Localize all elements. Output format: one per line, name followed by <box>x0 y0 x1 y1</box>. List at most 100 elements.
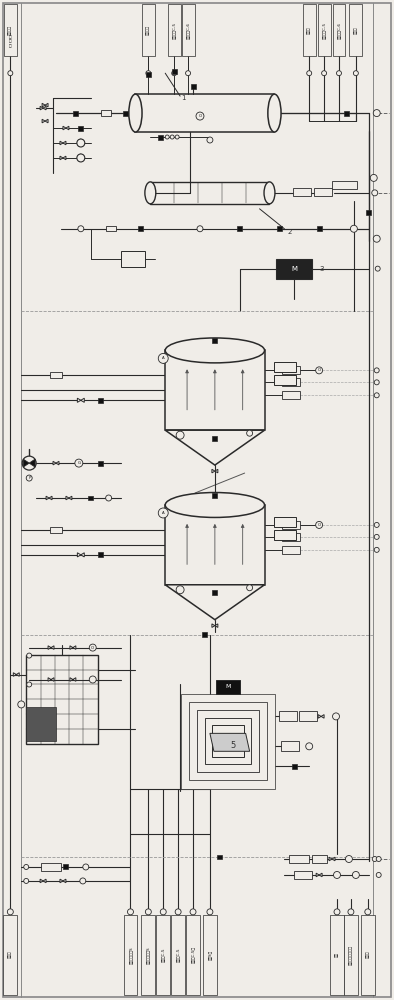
Circle shape <box>190 909 196 915</box>
Bar <box>165 350 264 430</box>
Text: A: A <box>162 511 165 515</box>
Bar <box>168 4 180 56</box>
Bar <box>366 210 371 215</box>
Polygon shape <box>318 715 321 718</box>
Polygon shape <box>63 126 66 130</box>
Bar <box>317 226 322 231</box>
Bar <box>138 226 143 231</box>
Bar <box>189 702 266 780</box>
Bar <box>4 915 17 995</box>
Circle shape <box>316 521 323 528</box>
Bar <box>344 111 349 116</box>
Circle shape <box>307 71 312 76</box>
Polygon shape <box>45 119 48 123</box>
Circle shape <box>352 871 359 878</box>
Polygon shape <box>63 141 66 145</box>
Bar <box>282 378 300 386</box>
Bar <box>277 259 312 279</box>
Bar <box>303 4 316 56</box>
Polygon shape <box>210 733 250 751</box>
Circle shape <box>77 154 85 162</box>
Bar <box>63 864 69 869</box>
Polygon shape <box>40 879 43 883</box>
Polygon shape <box>77 398 81 402</box>
Text: 冷
水
箱: 冷 水 箱 <box>9 35 11 48</box>
Polygon shape <box>212 469 215 473</box>
Polygon shape <box>60 141 63 145</box>
Polygon shape <box>40 106 43 110</box>
Bar <box>191 84 195 89</box>
Text: G: G <box>77 461 80 465</box>
Circle shape <box>89 676 96 683</box>
Text: 冷水箱: 冷水箱 <box>8 951 12 958</box>
Circle shape <box>350 225 357 232</box>
Circle shape <box>146 71 151 76</box>
Polygon shape <box>66 496 69 500</box>
Circle shape <box>89 644 96 651</box>
Circle shape <box>7 909 13 915</box>
Bar <box>349 4 362 56</box>
Text: P: P <box>28 476 30 480</box>
Circle shape <box>370 174 377 181</box>
Polygon shape <box>48 678 51 681</box>
Polygon shape <box>212 624 215 627</box>
Text: M: M <box>291 266 297 272</box>
Circle shape <box>80 878 86 884</box>
Bar <box>98 461 103 466</box>
Circle shape <box>372 190 378 196</box>
Polygon shape <box>69 496 72 500</box>
Polygon shape <box>45 103 48 107</box>
Polygon shape <box>70 678 73 681</box>
Text: 脂肪酸C-5: 脂肪酸C-5 <box>161 947 165 962</box>
Circle shape <box>374 547 379 552</box>
Polygon shape <box>165 430 264 465</box>
Bar <box>299 711 317 721</box>
Circle shape <box>165 135 169 139</box>
Circle shape <box>376 872 381 877</box>
Circle shape <box>374 534 379 539</box>
Bar <box>289 855 309 863</box>
Circle shape <box>334 871 340 878</box>
Bar <box>282 546 300 554</box>
Bar <box>98 552 103 557</box>
Text: 3: 3 <box>320 266 324 272</box>
Circle shape <box>170 135 174 139</box>
Circle shape <box>374 522 379 527</box>
Bar <box>333 4 346 56</box>
Polygon shape <box>70 646 73 649</box>
Bar <box>282 391 300 399</box>
Bar <box>142 4 155 56</box>
Circle shape <box>336 71 342 76</box>
Polygon shape <box>42 103 45 107</box>
Circle shape <box>106 495 112 501</box>
Circle shape <box>376 857 381 861</box>
Polygon shape <box>46 496 49 500</box>
Text: 硫酸储罐C-5: 硫酸储罐C-5 <box>322 22 326 39</box>
Bar <box>146 72 151 77</box>
Text: 5: 5 <box>230 741 235 750</box>
Bar <box>88 496 93 500</box>
Circle shape <box>77 139 85 147</box>
Circle shape <box>158 353 168 363</box>
Polygon shape <box>66 126 69 130</box>
Text: 冷水: 冷水 <box>335 952 339 957</box>
Circle shape <box>247 585 253 591</box>
Polygon shape <box>215 469 218 473</box>
Circle shape <box>374 380 379 385</box>
Bar <box>26 707 56 741</box>
Circle shape <box>247 430 253 436</box>
Bar <box>50 372 62 378</box>
Bar <box>182 4 195 56</box>
Polygon shape <box>321 715 324 718</box>
Text: O: O <box>318 368 321 372</box>
Bar <box>156 915 170 995</box>
Bar <box>203 915 217 995</box>
Ellipse shape <box>165 338 264 363</box>
Circle shape <box>207 137 213 143</box>
Circle shape <box>18 701 25 708</box>
Bar <box>344 915 358 995</box>
Circle shape <box>27 682 32 687</box>
Circle shape <box>75 459 83 467</box>
Bar <box>78 126 83 131</box>
Bar <box>203 632 207 637</box>
